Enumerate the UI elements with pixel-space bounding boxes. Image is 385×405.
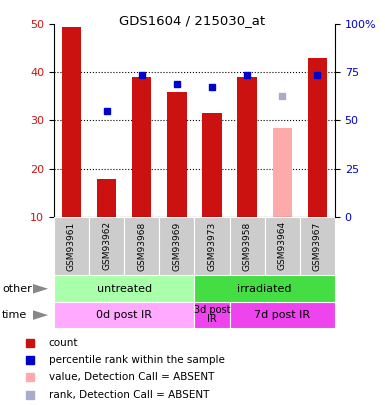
- Bar: [97, 179, 116, 217]
- Text: GSM93961: GSM93961: [67, 222, 76, 271]
- Bar: [62, 27, 81, 217]
- Bar: [273, 128, 292, 217]
- Text: GSM93969: GSM93969: [172, 222, 181, 271]
- Bar: [132, 77, 151, 217]
- Bar: [89, 217, 124, 275]
- Text: other: other: [2, 284, 32, 294]
- Text: count: count: [49, 338, 78, 348]
- Text: 3d post
IR: 3d post IR: [194, 305, 230, 324]
- Bar: [159, 217, 194, 275]
- Bar: [54, 275, 194, 302]
- Text: GSM93968: GSM93968: [137, 222, 146, 271]
- Text: GDS1604 / 215030_at: GDS1604 / 215030_at: [119, 14, 266, 27]
- Polygon shape: [33, 284, 48, 294]
- Bar: [238, 77, 257, 217]
- Bar: [194, 302, 229, 328]
- Text: GSM93973: GSM93973: [208, 222, 216, 271]
- Text: GSM93964: GSM93964: [278, 222, 287, 271]
- Text: 7d post IR: 7d post IR: [254, 310, 310, 320]
- Bar: [264, 217, 300, 275]
- Bar: [300, 217, 335, 275]
- Text: GSM93967: GSM93967: [313, 222, 322, 271]
- Bar: [124, 217, 159, 275]
- Text: 0d post IR: 0d post IR: [96, 310, 152, 320]
- Text: time: time: [2, 310, 27, 320]
- Text: GSM93962: GSM93962: [102, 222, 111, 271]
- Bar: [308, 58, 327, 217]
- Text: percentile rank within the sample: percentile rank within the sample: [49, 355, 224, 365]
- Bar: [54, 302, 194, 328]
- Text: rank, Detection Call = ABSENT: rank, Detection Call = ABSENT: [49, 390, 209, 400]
- Text: value, Detection Call = ABSENT: value, Detection Call = ABSENT: [49, 372, 214, 382]
- Bar: [203, 113, 222, 217]
- Bar: [194, 275, 335, 302]
- Bar: [229, 302, 335, 328]
- Polygon shape: [33, 310, 48, 320]
- Bar: [167, 92, 186, 217]
- Text: irradiated: irradiated: [238, 284, 292, 294]
- Text: GSM93958: GSM93958: [243, 222, 252, 271]
- Bar: [54, 217, 89, 275]
- Bar: [229, 217, 265, 275]
- Bar: [194, 217, 229, 275]
- Text: untreated: untreated: [97, 284, 152, 294]
